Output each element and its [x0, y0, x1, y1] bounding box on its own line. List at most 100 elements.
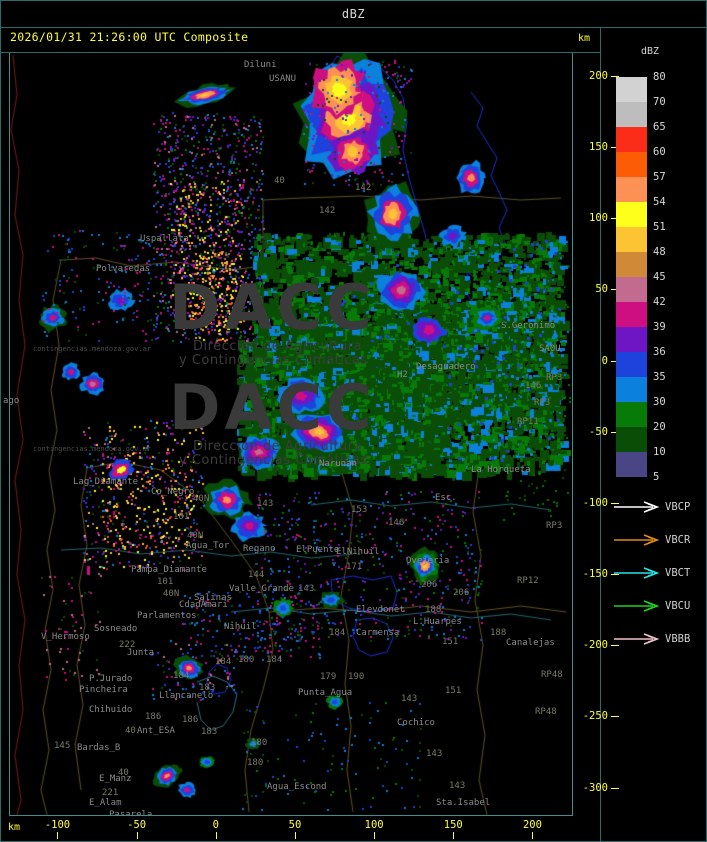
y-tick-label: -300: [582, 781, 608, 794]
map-place-label: Lag_Diamante: [73, 477, 139, 487]
y-axis-unit-label: km: [578, 33, 591, 44]
map-place-label: RP12: [517, 576, 539, 586]
map-place-label: Punta_Agua: [298, 688, 353, 698]
colorbar-band-45: [616, 277, 647, 302]
vector-legend-item-vbcp: VBCP: [601, 493, 706, 526]
map-place-label: 143: [401, 694, 418, 704]
arrow-icon: [614, 633, 659, 645]
vector-legend-item-vbct: VBCT: [601, 559, 706, 592]
map-place-label: 40: [274, 176, 285, 186]
colorbar-band-57: [616, 177, 647, 202]
map-place-label: Bardas_B: [77, 743, 121, 753]
map-place-label: Diluni: [244, 60, 277, 70]
radar-echo-canvas[interactable]: [1, 53, 600, 816]
colorbar-tick-70: 70: [653, 96, 666, 108]
x-tick-mark: [453, 832, 455, 839]
map-place-label: 151: [445, 686, 462, 696]
map-place-label: Llancanelo: [159, 691, 214, 701]
x-tick-label: -50: [127, 819, 147, 831]
y-tick-mark: [611, 147, 619, 149]
colorbar-band-10: [616, 452, 647, 477]
map-place-label: 186: [182, 715, 199, 725]
legend-panel: 80 70 65 60 57 54 51 48 45 42 39 36 35 30 20 10 5 VBCP VB…: [601, 53, 706, 841]
map-place-label: 40N: [163, 589, 180, 599]
radar-map-panel[interactable]: DACC DACC Direccion de Agricultura y Con…: [1, 53, 600, 816]
map-place-label: 143: [298, 584, 315, 594]
map-place-label: RP11: [517, 417, 539, 427]
colorbar-title: dBZ: [641, 46, 660, 57]
map-place-label: 188: [425, 605, 442, 615]
vector-legend-label: VBCU: [665, 600, 691, 612]
map-place-label: RP3: [546, 521, 563, 531]
colorbar-tick-10: 10: [653, 446, 666, 458]
map-place-label: H2: [397, 370, 408, 380]
y-tick-mark: [611, 787, 619, 789]
title-divider: [1, 27, 706, 28]
arrow-icon: [614, 501, 659, 513]
colorbar-tick-5: 5: [653, 471, 660, 483]
header-divider: [1, 52, 600, 53]
map-place-label: Co_Negro: [151, 487, 195, 497]
y-tick-label: -150: [582, 568, 608, 581]
colorbar-band-35: [616, 377, 647, 402]
map-place-label: S.Geronimo: [501, 321, 556, 331]
map-place-label: RP3: [546, 373, 563, 383]
map-place-label: Junta: [127, 648, 155, 658]
arrow-icon: [614, 600, 659, 612]
colorbar-tick-51: 51: [653, 221, 666, 233]
colorbar-tick-30: 30: [653, 396, 666, 408]
y-tick-mark: [611, 75, 619, 77]
vector-legend: VBCP VBCR VBCT VBCU VBBB: [601, 493, 706, 658]
map-place-label: 145: [54, 741, 71, 751]
map-place-label: 142: [355, 183, 372, 193]
map-place-label: Sta.Isabel: [436, 798, 491, 808]
vector-legend-label: VBCR: [665, 534, 691, 546]
y-tick-mark: [611, 502, 619, 504]
x-tick-label: 0: [212, 819, 219, 831]
map-place-label: Parlamentos: [137, 611, 197, 621]
map-place-label: Pasarela: [109, 810, 153, 816]
colorbar-band-42: [616, 302, 647, 327]
map-place-label: 143: [426, 749, 443, 759]
y-tick-mark: [611, 574, 619, 576]
map-place-label: Elevdonet: [356, 605, 405, 615]
map-place-label: 206: [453, 588, 470, 598]
map-place-label: 40: [125, 726, 136, 736]
map-place-label: 101: [173, 512, 190, 522]
map-place-label: 171: [346, 562, 363, 572]
map-place-label: 144: [248, 570, 265, 580]
map-place-label: 222: [119, 640, 136, 650]
map-place-label: 206: [421, 580, 438, 590]
colorbar-band-48: [616, 252, 647, 277]
map-place-label: V_Hermoso: [41, 632, 90, 642]
map-place-label: Valle_Grande: [229, 584, 295, 594]
colorbar-tick-45: 45: [653, 271, 666, 283]
map-place-label: 143: [257, 499, 274, 509]
colorbar[interactable]: [616, 77, 647, 477]
x-tick-label: 150: [443, 819, 463, 831]
map-place-label: La Horqueta: [471, 465, 531, 475]
colorbar-band-65: [616, 127, 647, 152]
y-tick-mark: [611, 645, 619, 647]
y-tick-label: 200: [589, 69, 608, 82]
x-tick-label: 200: [522, 819, 542, 831]
map-place-label: Regano: [243, 544, 276, 554]
map-place-label: 40: [118, 768, 129, 778]
y-tick-mark: [611, 289, 619, 291]
colorbar-band-51: [616, 227, 647, 252]
map-place-label: Ovejeria: [406, 556, 450, 566]
x-axis: -100 -50 0 50 100 150 200: [1, 816, 600, 841]
map-place-label: Esc.: [435, 493, 457, 503]
map-place-label: Salinas: [194, 593, 232, 603]
product-timestamp: 2026/01/31 21:26:00 UTC Composite: [10, 30, 249, 44]
map-place-label: E_Alam: [89, 798, 122, 808]
y-tick-label: 50: [595, 283, 608, 296]
colorbar-tick-42: 42: [653, 296, 666, 308]
map-place-label: Chihuido: [89, 705, 133, 715]
map-place-label: Polvaredas: [96, 264, 151, 274]
map-place-label: ago: [3, 396, 20, 406]
map-place-label: 40N: [187, 531, 204, 541]
vector-legend-label: VBBB: [665, 633, 691, 645]
y-tick-label: 0: [601, 354, 608, 367]
